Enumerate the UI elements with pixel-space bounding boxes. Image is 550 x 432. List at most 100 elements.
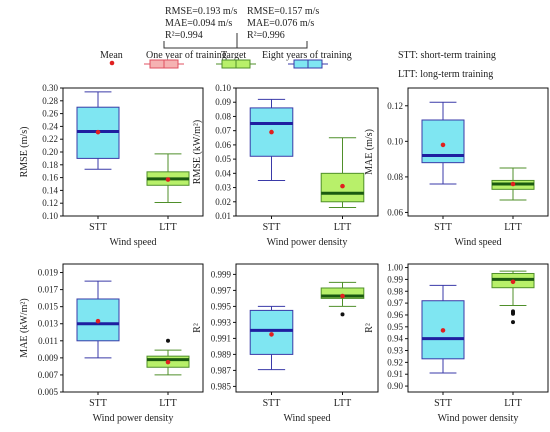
x-category-label: LTT xyxy=(504,398,521,409)
chart-panel-5: 0.985 0.987 0.989 0.991 0.993 0.995 0.997 0.999… xyxy=(192,263,379,424)
stt-box xyxy=(421,101,465,185)
y-tick-label: 0.10 xyxy=(387,136,403,146)
mean-marker xyxy=(340,293,345,299)
y-tick-label: 0.013 xyxy=(38,319,59,329)
x-category-label: STT xyxy=(89,398,107,409)
one-year-label: One year of training xyxy=(146,50,227,61)
panels: 0.10 0.12 0.14 0.16 0.18 0.20 0.22 0.24 0.26 0.28… xyxy=(19,83,549,424)
y-axis-label: RMSE (m/s) xyxy=(19,127,30,178)
y-tick-label: 0.985 xyxy=(211,381,232,391)
x-axis-label: Wind speed xyxy=(454,237,501,248)
bracket-line xyxy=(163,41,308,49)
x-axis-label: Wind power density xyxy=(93,413,174,424)
one-year-stats-line-3: R²=0.994 xyxy=(165,30,203,41)
y-tick-label: 0.997 xyxy=(211,285,232,295)
y-tick-label: 0.989 xyxy=(211,349,232,359)
ltt-box xyxy=(146,153,190,204)
mean-marker xyxy=(510,279,516,285)
y-tick-label: 0.14 xyxy=(42,185,58,195)
plot-frame xyxy=(235,87,379,217)
legend: RMSE=0.193 m/s MAE=0.094 m/s R²=0.994 RM… xyxy=(100,6,496,80)
y-tick-label: 0.26 xyxy=(42,109,58,119)
plot-frame xyxy=(62,263,204,393)
y-axis-label: R² xyxy=(364,323,375,333)
one-year-stats-line-1: RMSE=0.193 m/s xyxy=(165,6,237,17)
y-tick-label: 0.10 xyxy=(42,211,58,221)
y-tick-label: 0.991 xyxy=(211,333,231,343)
y-tick-label: 0.01 xyxy=(215,211,231,221)
outlier-point xyxy=(166,338,170,343)
y-tick-label: 0.993 xyxy=(211,317,232,327)
mean-marker xyxy=(165,177,171,182)
y-tick-label: 0.09 xyxy=(215,97,231,107)
x-axis-label: Wind power density xyxy=(267,237,348,248)
y-tick-label: 0.93 xyxy=(387,346,403,356)
outlier-point xyxy=(340,312,345,317)
iqr-box xyxy=(320,287,365,299)
mean-marker xyxy=(95,318,101,324)
x-category-label: LTT xyxy=(334,222,351,233)
ltt-box xyxy=(320,137,365,208)
outlier-point xyxy=(511,320,515,325)
y-tick-label: 0.22 xyxy=(42,134,58,144)
x-category-label: STT xyxy=(89,222,107,233)
y-axis-label: MAE (m/s) xyxy=(364,129,375,175)
y-tick-label: 0.16 xyxy=(42,173,58,183)
y-tick-label: 0.987 xyxy=(211,365,232,375)
eight-years-stats-line-3: R²=0.996 xyxy=(247,30,285,41)
one-year-stats-line-2: MAE=0.094 m/s xyxy=(165,18,232,29)
stt-box xyxy=(76,91,120,170)
x-category-label: LTT xyxy=(159,222,176,233)
y-axis-label: RMSE (kW/m²) xyxy=(192,120,203,184)
y-tick-label: 0.007 xyxy=(38,370,59,380)
y-tick-label: 0.011 xyxy=(38,336,58,346)
chart-panel-4: 0.005 0.007 0.009 0.011 0.013 0.015 0.017 0.019… xyxy=(19,263,204,424)
y-tick-label: 0.015 xyxy=(38,302,59,312)
y-tick-label: 0.18 xyxy=(42,160,58,170)
mean-marker xyxy=(340,183,345,189)
plot-frame xyxy=(407,87,549,217)
y-axis-label: R² xyxy=(192,323,203,333)
mean-marker xyxy=(440,142,446,148)
y-tick-label: 0.98 xyxy=(387,286,403,296)
y-tick-label: 0.96 xyxy=(387,310,403,320)
y-tick-label: 0.08 xyxy=(387,172,403,182)
y-tick-label: 0.90 xyxy=(387,381,403,391)
stt-box xyxy=(76,280,120,359)
y-tick-label: 0.30 xyxy=(42,83,58,93)
y-tick-label: 0.03 xyxy=(215,183,231,193)
y-tick-label: 0.12 xyxy=(387,101,403,111)
stt-note: STT: short-term training xyxy=(398,50,496,61)
y-tick-label: 0.28 xyxy=(42,96,58,106)
mean-marker xyxy=(109,60,115,66)
y-tick-label: 0.10 xyxy=(215,83,231,93)
ltt-box xyxy=(320,281,365,317)
y-tick-label: 0.04 xyxy=(215,168,231,178)
eight-years-stats-line-1: RMSE=0.157 m/s xyxy=(247,6,319,17)
mean-marker xyxy=(95,129,101,135)
mean-label: Mean xyxy=(100,50,123,61)
y-tick-label: 0.94 xyxy=(387,334,403,344)
mean-marker xyxy=(440,328,446,333)
y-tick-label: 0.02 xyxy=(215,197,231,207)
x-axis-label: Wind power density xyxy=(438,413,519,424)
stt-box xyxy=(421,284,465,374)
y-tick-label: 1.00 xyxy=(387,263,403,273)
y-tick-label: 0.12 xyxy=(42,198,58,208)
plot-frame xyxy=(235,263,379,393)
ltt-note: LTT: long-term training xyxy=(398,69,493,80)
y-tick-label: 0.95 xyxy=(387,322,403,332)
eight-years-stats-line-2: MAE=0.076 m/s xyxy=(247,18,314,29)
plot-frame xyxy=(407,263,549,393)
x-axis-label: Wind speed xyxy=(109,237,156,248)
y-tick-label: 0.009 xyxy=(38,353,59,363)
stt-box xyxy=(249,305,294,371)
x-category-label: LTT xyxy=(504,222,521,233)
y-tick-label: 0.06 xyxy=(215,140,231,150)
y-tick-label: 0.92 xyxy=(387,357,403,367)
x-category-label: LTT xyxy=(159,398,176,409)
x-category-label: STT xyxy=(263,222,281,233)
mean-marker xyxy=(269,129,274,135)
y-tick-label: 0.019 xyxy=(38,268,59,278)
